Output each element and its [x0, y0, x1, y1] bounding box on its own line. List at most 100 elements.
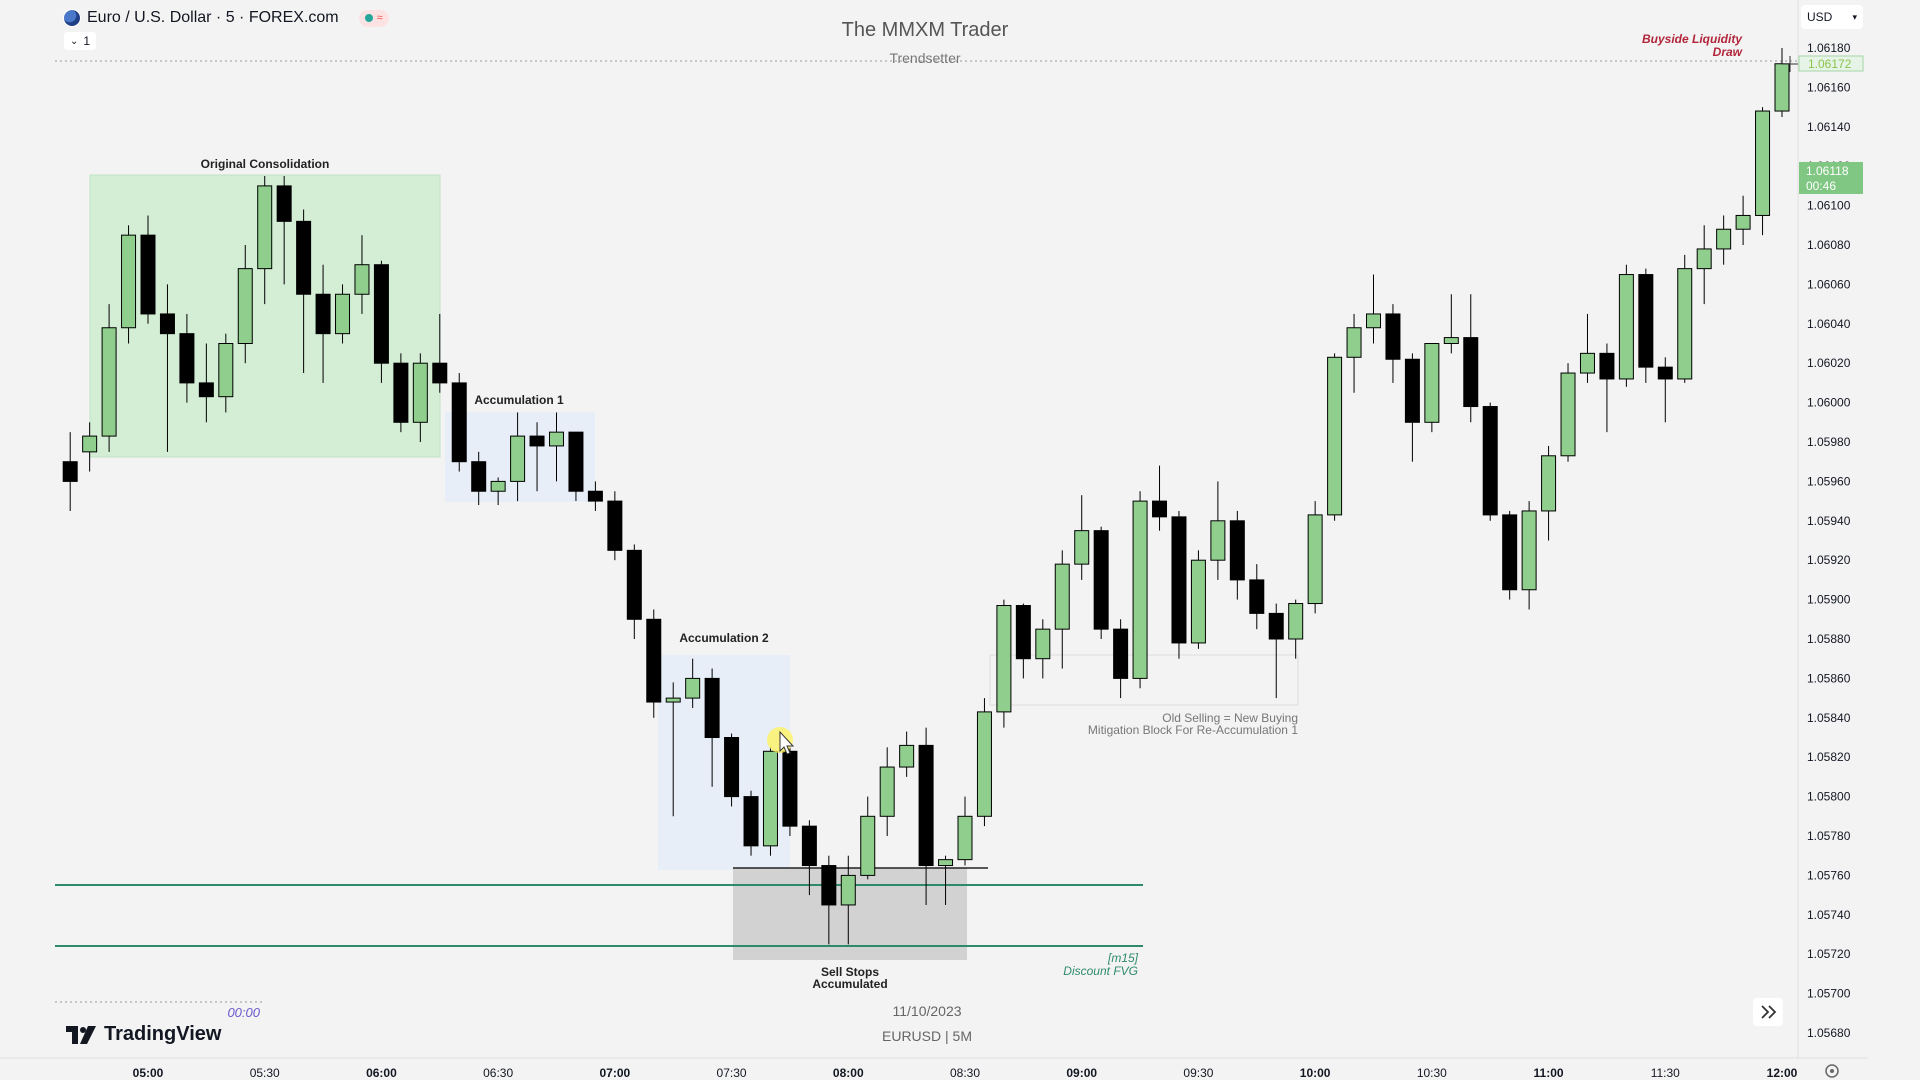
bear-candle-body: [568, 431, 584, 492]
bull-candle-body: [996, 605, 1012, 713]
currency-selector[interactable]: USD ▾: [1801, 5, 1863, 29]
candle: [1366, 274, 1381, 344]
price-axis-label: 1.05780: [1807, 829, 1851, 843]
bull-candle-body: [938, 859, 954, 867]
candle: [646, 609, 662, 718]
candle: [996, 599, 1012, 728]
bull-candle-body: [665, 697, 681, 703]
bear-candle-body: [159, 313, 175, 335]
bull-candle-body: [354, 264, 370, 295]
bear-candle-body: [373, 264, 389, 364]
label-old-selling: Old Selling = New Buying: [1162, 711, 1298, 725]
symbol-title[interactable]: Euro / U.S. Dollar · 5 · FOREX.com: [87, 9, 339, 26]
bull-candle-body: [257, 185, 273, 270]
interval-value: 1: [83, 34, 91, 48]
bear-candle-body: [1404, 358, 1420, 423]
time-axis-label: 07:30: [717, 1066, 747, 1080]
bull-candle-body: [1755, 110, 1771, 216]
bull-candle-body: [1132, 500, 1148, 679]
candle: [860, 796, 876, 880]
bull-candle-body: [1366, 313, 1381, 329]
last-price-badge: [1799, 162, 1863, 194]
candle: [568, 431, 584, 502]
time-axis-label: 05:00: [133, 1066, 164, 1080]
candle: [1696, 225, 1712, 305]
symbol-header[interactable]: Euro / U.S. Dollar · 5 · FOREX.com ≈: [63, 7, 389, 29]
price-axis-label: 1.05800: [1807, 790, 1851, 804]
crosshair-price: 1.06172: [1808, 57, 1852, 71]
candle: [1716, 215, 1732, 265]
candle: [1599, 343, 1615, 433]
bear-candle-body: [529, 435, 545, 447]
candle: [432, 313, 448, 393]
candle: [1638, 268, 1654, 383]
bear-candle-body: [1229, 520, 1245, 581]
price-axis-label: 1.05920: [1807, 553, 1851, 567]
bear-candle-body: [1113, 628, 1129, 679]
watermark-title: The MMXM Trader: [842, 19, 1009, 41]
candle: [393, 353, 409, 433]
price-axis-label: 1.06040: [1807, 317, 1851, 331]
label-accumulation-1: Accumulation 1: [474, 393, 564, 407]
candle: [587, 481, 603, 511]
price-axis-label: 1.05700: [1807, 987, 1851, 1001]
bull-candle-body: [685, 677, 701, 699]
bull-candle-body: [101, 327, 117, 437]
time-axis[interactable]: [0, 1059, 1920, 1080]
bear-candle-body: [626, 549, 642, 620]
bull-candle-body: [840, 874, 856, 906]
bear-candle-body: [821, 865, 837, 906]
bear-candle-body: [1657, 366, 1673, 380]
replay-time: 00:00: [227, 1005, 260, 1020]
scroll-to-realtime-button[interactable]: [1753, 998, 1783, 1026]
candle: [1502, 510, 1518, 600]
candle: [1152, 465, 1168, 531]
label-buyside-draw: Draw: [1713, 45, 1743, 59]
tradingview-logo[interactable]: TradingView: [66, 1023, 221, 1046]
time-axis-label: 06:30: [483, 1066, 513, 1080]
bear-candle-body: [276, 185, 292, 222]
currency-value: USD: [1807, 10, 1833, 24]
bull-candle-body: [1035, 628, 1051, 660]
candle: [899, 731, 915, 777]
bear-candle-body: [1249, 579, 1265, 614]
bull-candle-body: [1696, 248, 1712, 270]
interval-collapse-button[interactable]: ⌄ 1: [64, 32, 97, 50]
bear-candle-body: [198, 382, 214, 398]
candle: [140, 215, 156, 324]
mouse-cursor: [767, 727, 795, 755]
candle: [879, 747, 895, 836]
candle: [490, 477, 506, 506]
candle: [1190, 550, 1206, 649]
price-axis-label: 1.06180: [1807, 41, 1851, 55]
price-labels: 1.061801.061601.061401.061201.061001.060…: [1807, 41, 1851, 1040]
candle: [724, 733, 740, 807]
price-axis-label: 1.05940: [1807, 514, 1851, 528]
candle: [1618, 264, 1634, 387]
bull-candle-body: [1346, 327, 1362, 358]
bull-candle-body: [1424, 343, 1440, 423]
candle: [237, 245, 253, 364]
candle: [976, 698, 992, 827]
price-axis-label: 1.05960: [1807, 474, 1851, 488]
label-discount-fvg: Discount FVG: [1063, 964, 1138, 978]
time-axis-label: 10:00: [1300, 1066, 1331, 1080]
candle: [821, 855, 837, 945]
candle: [62, 432, 78, 511]
price-axis-label: 1.06140: [1807, 120, 1851, 134]
market-status-badge[interactable]: ≈: [358, 9, 389, 27]
bear-candle-body: [1268, 612, 1284, 640]
bear-candle-body: [62, 461, 78, 482]
time-labels: 05:00 05:30 06:00 06:30 07:00 07:30 08:00 08:30…: [133, 1066, 1798, 1080]
bear-candle-body: [1015, 605, 1031, 660]
bull-candle-body: [1521, 510, 1537, 591]
bear-candle-body: [1599, 352, 1615, 380]
candle: [607, 491, 623, 561]
gear-icon[interactable]: [1825, 1064, 1839, 1078]
price-axis-label: 1.06020: [1807, 356, 1851, 370]
time-axis-label: 09:00: [1066, 1066, 1097, 1080]
bull-candle-body: [1210, 520, 1226, 561]
bear-candle-body: [1482, 406, 1498, 516]
bar-countdown: 00:46: [1806, 179, 1836, 193]
